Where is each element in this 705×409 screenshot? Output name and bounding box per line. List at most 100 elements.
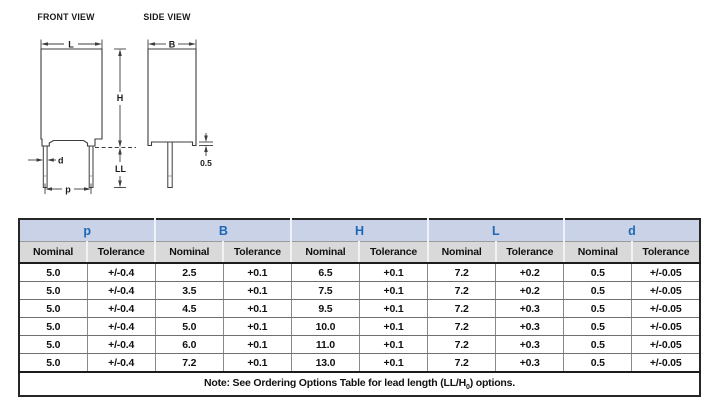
table-row: 5.0 +/-0.4 6.0 +0.1 11.0 +0.1 7.2 +0.3 0… <box>19 335 700 354</box>
dim-B: B <box>147 39 197 50</box>
group-header-p: p <box>19 219 156 242</box>
group-header-row: p B H L d <box>19 219 700 242</box>
cell: 5.0 <box>19 335 88 354</box>
cell: +0.3 <box>495 335 564 354</box>
cell: 0.5 <box>563 335 632 354</box>
cell: +0.1 <box>358 299 428 318</box>
cell: 7.2 <box>427 263 496 282</box>
table-row: 5.0 +/-0.4 7.2 +0.1 13.0 +0.1 7.2 +0.3 0… <box>19 353 700 373</box>
cell: +0.1 <box>358 335 428 354</box>
cell: 4.5 <box>154 299 224 318</box>
table-note: Note: See Ordering Options Table for lea… <box>19 372 700 396</box>
cell: 5.0 <box>154 317 224 336</box>
cell: 7.2 <box>154 353 224 373</box>
table-row: 5.0 +/-0.4 3.5 +0.1 7.5 +0.1 7.2 +0.2 0.… <box>19 281 700 300</box>
cell: +0.1 <box>222 335 292 354</box>
subheader-tolerance: Tolerance <box>630 241 700 264</box>
group-header-H: H <box>290 219 428 242</box>
cell: 10.0 <box>290 317 360 336</box>
cell: +0.1 <box>222 281 292 300</box>
cell: 7.2 <box>427 281 496 300</box>
subheader-nominal: Nominal <box>19 241 88 264</box>
cell: 5.0 <box>19 353 88 373</box>
cell: 0.5 <box>563 281 632 300</box>
subheader-tolerance: Tolerance <box>358 241 428 264</box>
table-row: 5.0 +/-0.4 5.0 +0.1 10.0 +0.1 7.2 +0.3 0… <box>19 317 700 336</box>
dim-label-L: L <box>68 40 74 50</box>
sub-header-row: Nominal Tolerance Nominal Tolerance Nomi… <box>19 241 700 264</box>
cell: 7.2 <box>427 299 496 318</box>
cell: 0.5 <box>563 299 632 318</box>
cell: +0.1 <box>222 299 292 318</box>
note-row: Note: See Ordering Options Table for lea… <box>19 372 700 396</box>
front-lead-right <box>88 145 94 188</box>
dimension-diagram: FRONT VIEW SIDE VIEW L B H <box>28 12 213 195</box>
cell: +/-0.05 <box>631 335 700 354</box>
cell: 5.0 <box>19 263 88 282</box>
dim-LL: LL <box>114 147 126 188</box>
cell: +0.1 <box>222 353 292 373</box>
cell: 7.5 <box>290 281 360 300</box>
dim-H: H <box>114 48 126 148</box>
cell: 11.0 <box>290 335 360 354</box>
dim-label-d: d <box>58 156 64 166</box>
cell: 7.2 <box>427 335 496 354</box>
cell: +/-0.4 <box>86 353 156 373</box>
cell: 0.5 <box>563 353 632 373</box>
cell: +/-0.05 <box>631 353 700 373</box>
subheader-nominal: Nominal <box>290 241 360 264</box>
cell: 13.0 <box>290 353 360 373</box>
cell: +/-0.4 <box>86 317 156 336</box>
cell: +/-0.4 <box>86 335 156 354</box>
cell: +/-0.05 <box>631 263 700 282</box>
dim-label-p: p <box>65 185 71 195</box>
cell: +/-0.4 <box>86 299 156 318</box>
cell: +0.1 <box>358 353 428 373</box>
cell: 7.2 <box>427 353 496 373</box>
side-view-title: SIDE VIEW <box>143 12 191 22</box>
cell: 6.0 <box>154 335 224 354</box>
group-header-B: B <box>154 219 292 242</box>
cell: +0.3 <box>495 353 564 373</box>
cell: 2.5 <box>154 263 224 282</box>
cell: +/-0.4 <box>86 281 156 300</box>
cell: +/-0.05 <box>631 317 700 336</box>
cell: +/-0.4 <box>86 263 156 282</box>
group-header-L: L <box>426 219 564 242</box>
cell: +0.1 <box>358 317 428 336</box>
front-view-title: FRONT VIEW <box>37 12 95 22</box>
dim-d: d <box>28 156 64 166</box>
group-header-d: d <box>562 219 700 242</box>
note-subscript: 0 <box>466 384 470 392</box>
cell: 5.0 <box>19 281 88 300</box>
dim-standoff: 0.5 <box>199 133 213 168</box>
dim-L: L <box>40 39 103 50</box>
cell: 6.5 <box>290 263 360 282</box>
note-text-start: Note: See Ordering Options Table for lea… <box>204 376 467 389</box>
note-text-end: ) options. <box>469 376 515 389</box>
cell: 5.0 <box>19 317 88 336</box>
front-lead-left <box>42 145 48 188</box>
subheader-nominal: Nominal <box>426 241 496 264</box>
subheader-nominal: Nominal <box>154 241 224 264</box>
cell: +0.2 <box>495 281 564 300</box>
subheader-tolerance: Tolerance <box>86 241 156 264</box>
dim-p: p <box>44 183 92 195</box>
cell: +/-0.05 <box>631 299 700 318</box>
cell: +0.3 <box>495 317 564 336</box>
subheader-tolerance: Tolerance <box>222 241 292 264</box>
cell: +0.3 <box>495 299 564 318</box>
dim-label-standoff: 0.5 <box>200 158 212 168</box>
cell: 0.5 <box>563 263 632 282</box>
cell: +0.2 <box>495 263 564 282</box>
cell: 0.5 <box>563 317 632 336</box>
cell: +0.1 <box>358 263 428 282</box>
table-row: 5.0 +/-0.4 4.5 +0.1 9.5 +0.1 7.2 +0.3 0.… <box>19 299 700 318</box>
subheader-tolerance: Tolerance <box>494 241 564 264</box>
side-lead <box>167 141 173 188</box>
cell: +0.1 <box>222 263 292 282</box>
cell: 7.2 <box>427 317 496 336</box>
dimensions-table: p B H L d Nominal Tolerance Nominal Tole… <box>18 218 701 397</box>
table-row: 5.0 +/-0.4 2.5 +0.1 6.5 +0.1 7.2 +0.2 0.… <box>19 263 700 282</box>
cell: +0.1 <box>222 317 292 336</box>
